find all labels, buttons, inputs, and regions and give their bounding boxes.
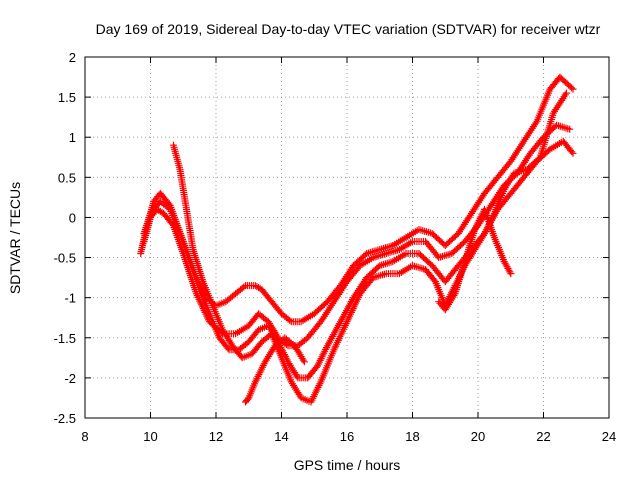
- x-tick-label: 10: [143, 429, 157, 444]
- x-tick-label: 16: [340, 429, 354, 444]
- x-axis-title: GPS time / hours: [294, 457, 401, 473]
- y-tick-label: 2: [69, 50, 76, 65]
- x-tick-label: 18: [405, 429, 419, 444]
- grid-lines: [85, 57, 609, 418]
- y-tick-label: -1.5: [54, 331, 76, 346]
- y-tick-label: -0.5: [54, 251, 76, 266]
- plus-markers: [435, 205, 515, 314]
- series-track-f: [435, 205, 515, 314]
- x-tick-label: 14: [274, 429, 288, 444]
- chart-title: Day 169 of 2019, Sidereal Day-to-day VTE…: [96, 21, 601, 37]
- y-tick-label: 0: [69, 210, 76, 225]
- x-tick-label: 12: [209, 429, 223, 444]
- x-tick-labels: 8 10 12 14 16 18 20 22 24: [81, 429, 616, 444]
- axis-ticks: [84, 56, 610, 419]
- data-points: [137, 73, 577, 406]
- y-tick-label: 0.5: [58, 170, 76, 185]
- plus-markers: [140, 121, 574, 350]
- y-axis-title: SDTVAR / TECUs: [7, 182, 23, 294]
- x-tick-label: 8: [81, 429, 88, 444]
- series-track-e: [242, 334, 308, 406]
- y-tick-label: -2.5: [54, 411, 76, 426]
- y-tick-label: 1.5: [58, 90, 76, 105]
- y-tick-label: -2: [64, 371, 76, 386]
- y-tick-labels: -2.5 -2 -1.5 -1 -0.5 0 0.5 1 1.5 2: [54, 50, 76, 426]
- y-tick-label: 1: [69, 130, 76, 145]
- x-tick-label: 20: [471, 429, 485, 444]
- plus-markers: [242, 334, 308, 406]
- x-tick-label: 24: [602, 429, 616, 444]
- y-tick-label: -1: [64, 291, 76, 306]
- x-tick-label: 22: [536, 429, 550, 444]
- series-track-b: [140, 121, 574, 350]
